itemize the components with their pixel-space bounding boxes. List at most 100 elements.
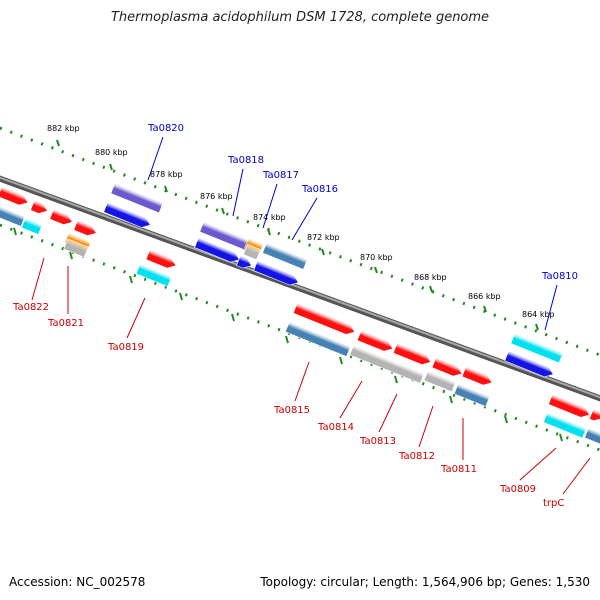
ruler-tick xyxy=(429,285,433,293)
ruler-tick-label: 864 kbp xyxy=(522,310,555,319)
gene-label-bottom: Ta0821 xyxy=(47,318,84,329)
gene-label-top: Ta0818 xyxy=(227,155,264,166)
ruler-tick xyxy=(109,163,113,171)
ruler-tick-label: 880 kbp xyxy=(95,148,128,157)
gene-feature xyxy=(103,201,151,228)
gene-feature xyxy=(588,408,600,422)
ruler-tick xyxy=(13,227,17,236)
gene-feature xyxy=(63,238,89,258)
gene-feature xyxy=(504,350,554,378)
leader-line xyxy=(519,447,557,481)
leader-line xyxy=(562,457,591,495)
ruler-tick xyxy=(179,292,183,301)
gene-feature xyxy=(135,263,173,287)
label-leaders xyxy=(31,136,591,495)
ruler-tick xyxy=(449,395,453,404)
ruler-tick xyxy=(164,185,168,193)
ruler-tick xyxy=(535,323,539,331)
gene-label-top: Ta0817 xyxy=(262,170,299,181)
gene-feature xyxy=(0,185,29,206)
leader-line xyxy=(262,183,278,229)
topology-text: Topology: circular; Length: 1,564,906 bp… xyxy=(260,575,590,589)
ruler-top-line xyxy=(0,126,600,357)
gene-feature xyxy=(356,329,394,352)
ruler-tick-label: 882 kbp xyxy=(47,124,80,133)
ruler-tick xyxy=(231,313,235,322)
gene-feature xyxy=(510,332,564,364)
gene-feature xyxy=(431,356,463,377)
ruler-tick-label: 872 kbp xyxy=(307,233,340,242)
gene-label-bottom: Ta0822 xyxy=(12,302,49,313)
leader-line xyxy=(31,257,45,301)
gene-feature xyxy=(110,182,164,214)
gene-feature xyxy=(584,427,600,445)
gene-feature xyxy=(349,344,425,384)
gene-feature xyxy=(0,205,26,227)
ruler-ticks: 882 kbp 880 kbp 878 kbp 876 kbp 874 kbp 872 k… xyxy=(13,124,563,442)
ruler-tick xyxy=(504,415,508,424)
gene-label-top: Ta0810 xyxy=(541,271,578,282)
ruler-tick-label: 866 kbp xyxy=(468,292,501,301)
gene-feature xyxy=(145,248,177,269)
leader-line xyxy=(232,168,244,217)
ruler-tick xyxy=(394,375,398,384)
gene-feature xyxy=(543,411,587,439)
ruler-tick-label: 874 kbp xyxy=(253,213,286,222)
gene-label-bottom: Ta0813 xyxy=(359,436,396,447)
gene-label-bottom: trpC xyxy=(543,498,564,509)
gene-feature xyxy=(284,321,352,357)
gene-features xyxy=(0,182,600,445)
gene-feature xyxy=(392,342,432,365)
gene-label-bottom: Ta0809 xyxy=(499,484,536,495)
ruler-tick xyxy=(267,228,271,236)
ruler-top-dots xyxy=(0,126,600,357)
ruler-tick xyxy=(483,305,487,313)
leader-line xyxy=(378,393,398,433)
gene-feature xyxy=(21,217,43,235)
gene-feature xyxy=(253,259,299,286)
gene-feature xyxy=(461,365,493,386)
genome-backbone xyxy=(0,175,600,402)
leader-line xyxy=(418,405,434,448)
ruler-tick-label: 870 kbp xyxy=(360,253,393,262)
gene-label-bottom: Ta0811 xyxy=(440,464,477,475)
gene-label-bottom: Ta0815 xyxy=(273,405,310,416)
leader-line xyxy=(291,197,318,241)
ruler-tick-label: 876 kbp xyxy=(200,192,233,201)
ruler-tick-label: 878 kbp xyxy=(150,170,183,179)
leader-line xyxy=(147,136,164,181)
ruler-tick xyxy=(285,335,289,344)
ruler-tick xyxy=(221,207,225,215)
leader-line xyxy=(339,380,363,419)
gene-feature xyxy=(243,243,261,261)
ruler-tick xyxy=(559,433,563,442)
leader-line xyxy=(544,284,558,331)
gene-feature xyxy=(453,383,491,407)
gene-feature xyxy=(423,369,457,393)
gene-feature xyxy=(194,236,240,263)
ruler-tick xyxy=(339,356,343,365)
gene-feature xyxy=(292,302,356,335)
gene-feature xyxy=(548,393,590,418)
gene-feature xyxy=(236,254,252,269)
accession-text: Accession: NC_002578 xyxy=(9,575,146,589)
ruler-tick xyxy=(321,248,325,256)
map-title: Thermoplasma acidophilum DSM 1728, compl… xyxy=(110,10,490,25)
ruler-tick xyxy=(129,275,133,284)
ruler-tick-label: 868 kbp xyxy=(414,273,447,282)
leader-line xyxy=(294,361,310,402)
backbone-highlight xyxy=(0,176,600,399)
ruler-tick xyxy=(56,139,60,147)
gene-feature xyxy=(73,219,97,236)
gene-label-top: Ta0816 xyxy=(301,184,338,195)
gene-label-bottom: Ta0819 xyxy=(107,342,144,353)
gene-label-bottom: Ta0814 xyxy=(317,422,354,433)
gene-feature xyxy=(262,242,308,270)
ruler-tick xyxy=(69,251,73,260)
gene-feature xyxy=(30,199,48,214)
leader-line xyxy=(126,297,146,339)
gene-label-bottom: Ta0812 xyxy=(398,451,435,462)
gene-label-top: Ta0820 xyxy=(147,123,184,134)
